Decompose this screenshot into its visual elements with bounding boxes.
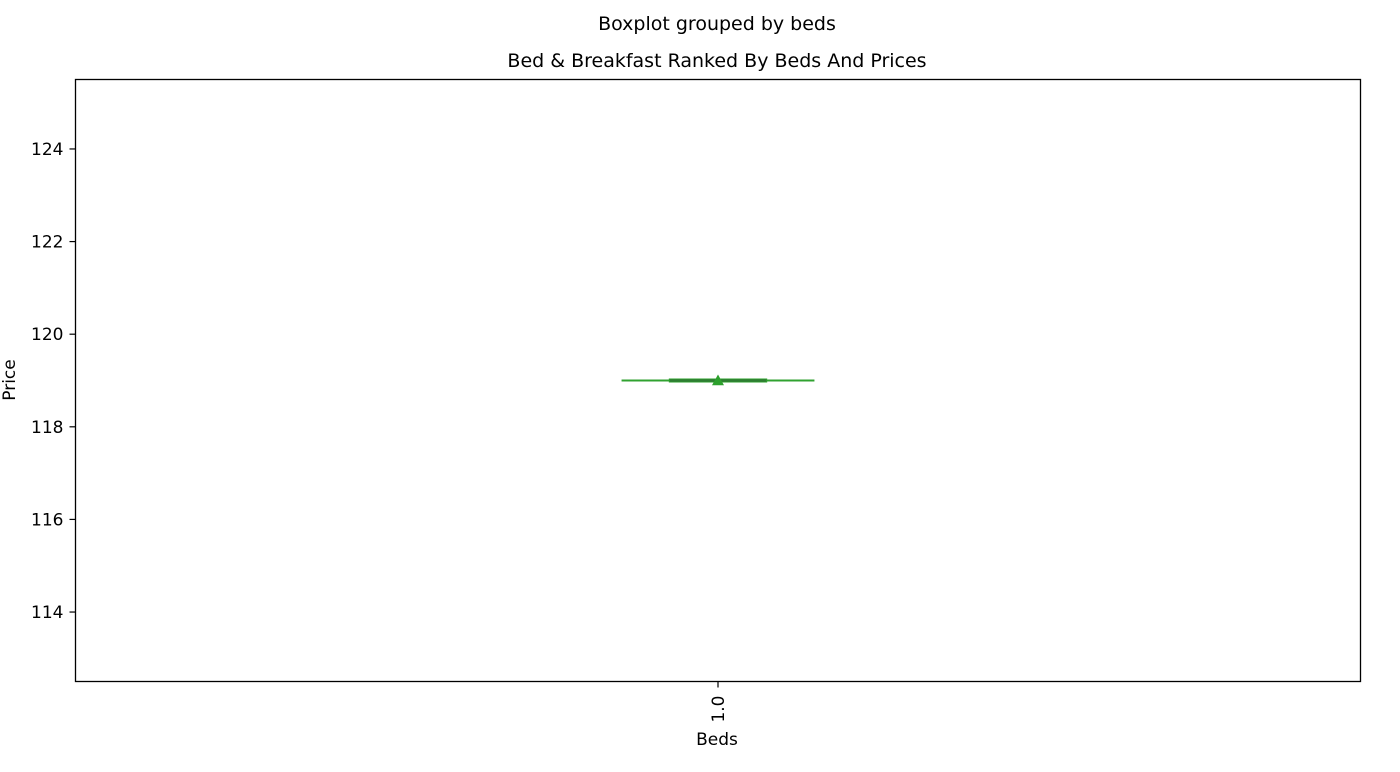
- y-tick-label: 124: [31, 140, 63, 160]
- y-tick-label: 118: [31, 418, 63, 438]
- box-mean-marker: [712, 374, 724, 386]
- y-axis-label: Price: [0, 359, 20, 400]
- y-axis-ticks: 114 116 118 120 122 124: [31, 140, 76, 623]
- y-tick-label: 114: [31, 603, 63, 623]
- y-tick-label: 116: [31, 510, 63, 530]
- x-axis-label: Beds: [696, 730, 738, 750]
- box-series: [621, 374, 815, 386]
- y-tick-label: 122: [31, 233, 63, 253]
- y-tick-label: 120: [31, 325, 63, 345]
- chart-title: Bed & Breakfast Ranked By Beds And Price…: [507, 50, 926, 72]
- x-axis-ticks: 1.0: [709, 681, 729, 723]
- x-tick-label: 1.0: [709, 696, 729, 723]
- chart-suptitle: Boxplot grouped by beds: [598, 13, 836, 35]
